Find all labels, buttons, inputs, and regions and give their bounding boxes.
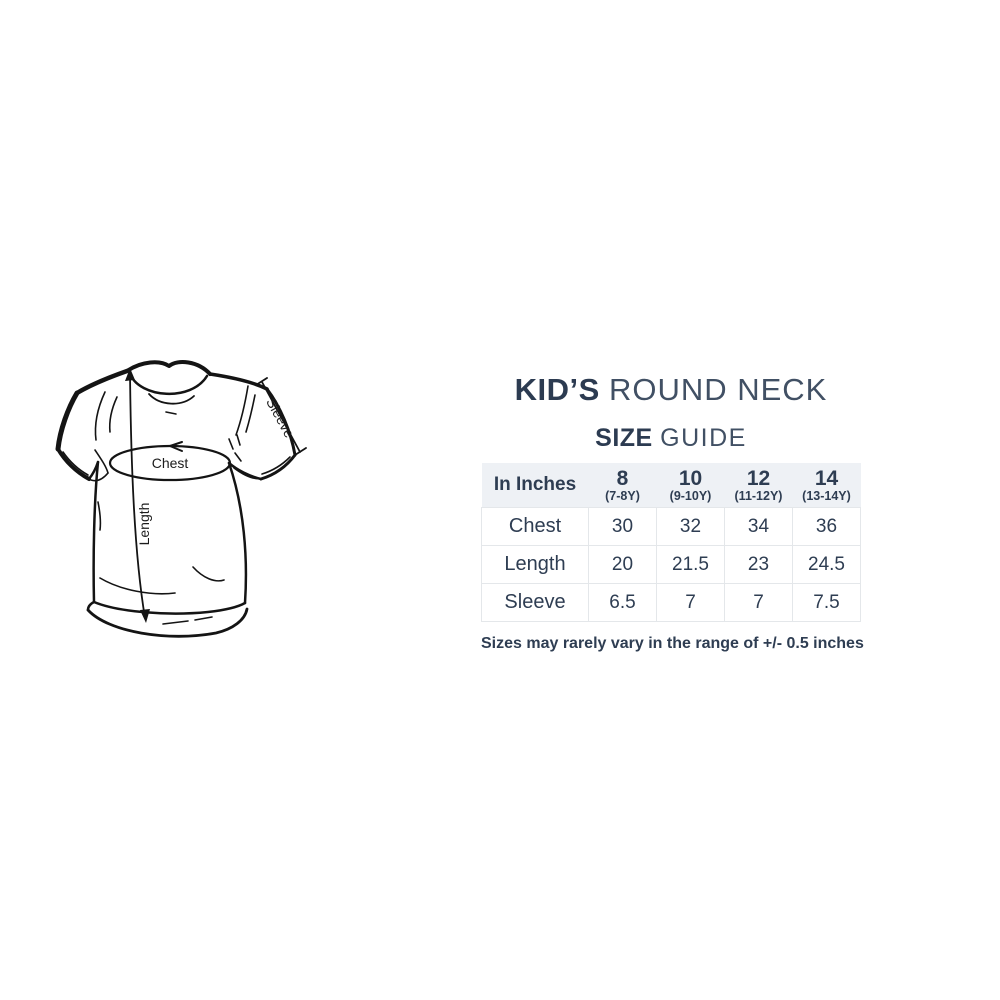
size-guide-panel: KID’S ROUND NECK SIZE GUIDE In Inches 8 … bbox=[481, 372, 864, 653]
size-number: 14 bbox=[814, 466, 839, 490]
table-row-length: Length 20 21.5 23 24.5 bbox=[481, 545, 861, 584]
size-table-header-row: In Inches 8 (7-8Y) 10 (9-10Y) 12 (11-12Y… bbox=[481, 463, 861, 508]
tshirt-diagram-svg: Chest Length Sleeve bbox=[55, 360, 307, 638]
table-cell: 34 bbox=[724, 507, 793, 546]
header-in-inches: In Inches bbox=[481, 463, 589, 508]
table-cell: 21.5 bbox=[656, 545, 725, 584]
tshirt-diagram: Chest Length Sleeve bbox=[48, 352, 310, 648]
page-title: KID’S ROUND NECK bbox=[481, 372, 861, 408]
table-row-chest: Chest 30 32 34 36 bbox=[481, 507, 861, 546]
size-variance-note: Sizes may rarely vary in the range of +/… bbox=[481, 635, 864, 652]
table-row-sleeve: Sleeve 6.5 7 7 7.5 bbox=[481, 583, 861, 622]
table-cell: 36 bbox=[792, 507, 861, 546]
table-cell: 24.5 bbox=[792, 545, 861, 584]
header-size-14: 14 (13-14Y) bbox=[792, 463, 861, 508]
subtitle-light-segment: GUIDE bbox=[660, 424, 747, 452]
title-light-segment: ROUND NECK bbox=[608, 372, 828, 407]
size-age-range: (7-8Y) bbox=[605, 488, 640, 503]
sleeve-label: Sleeve bbox=[263, 395, 298, 440]
row-label: Length bbox=[481, 545, 589, 584]
chest-label: Chest bbox=[152, 455, 189, 471]
size-number: 8 bbox=[616, 466, 629, 490]
size-age-range: (11-12Y) bbox=[734, 488, 783, 503]
size-table: In Inches 8 (7-8Y) 10 (9-10Y) 12 (11-12Y… bbox=[481, 463, 861, 622]
header-size-12: 12 (11-12Y) bbox=[724, 463, 793, 508]
tshirt-wrinkles bbox=[62, 385, 291, 625]
tshirt-outline bbox=[55, 360, 297, 638]
title-bold-segment: KID’S bbox=[514, 372, 600, 407]
header-size-10: 10 (9-10Y) bbox=[656, 463, 725, 508]
table-cell: 30 bbox=[588, 507, 657, 546]
table-cell: 7 bbox=[724, 583, 793, 622]
table-cell: 23 bbox=[724, 545, 793, 584]
sleeve-measure-line bbox=[255, 377, 307, 456]
size-age-range: (9-10Y) bbox=[669, 488, 712, 503]
table-cell: 32 bbox=[656, 507, 725, 546]
table-cell: 7 bbox=[656, 583, 725, 622]
size-number: 10 bbox=[678, 466, 703, 490]
length-label: Length bbox=[136, 503, 152, 546]
tshirt-collar bbox=[128, 372, 209, 415]
size-age-range: (13-14Y) bbox=[802, 488, 851, 503]
subtitle-bold-segment: SIZE bbox=[595, 424, 653, 452]
table-cell: 6.5 bbox=[588, 583, 657, 622]
row-label: Sleeve bbox=[481, 583, 589, 622]
row-label: Chest bbox=[481, 507, 589, 546]
length-arrow bbox=[125, 368, 150, 623]
chest-measure-ellipse bbox=[108, 441, 232, 482]
size-number: 12 bbox=[746, 466, 771, 490]
table-cell: 7.5 bbox=[792, 583, 861, 622]
page-subtitle: SIZE GUIDE bbox=[481, 424, 861, 452]
table-cell: 20 bbox=[588, 545, 657, 584]
header-size-8: 8 (7-8Y) bbox=[588, 463, 657, 508]
